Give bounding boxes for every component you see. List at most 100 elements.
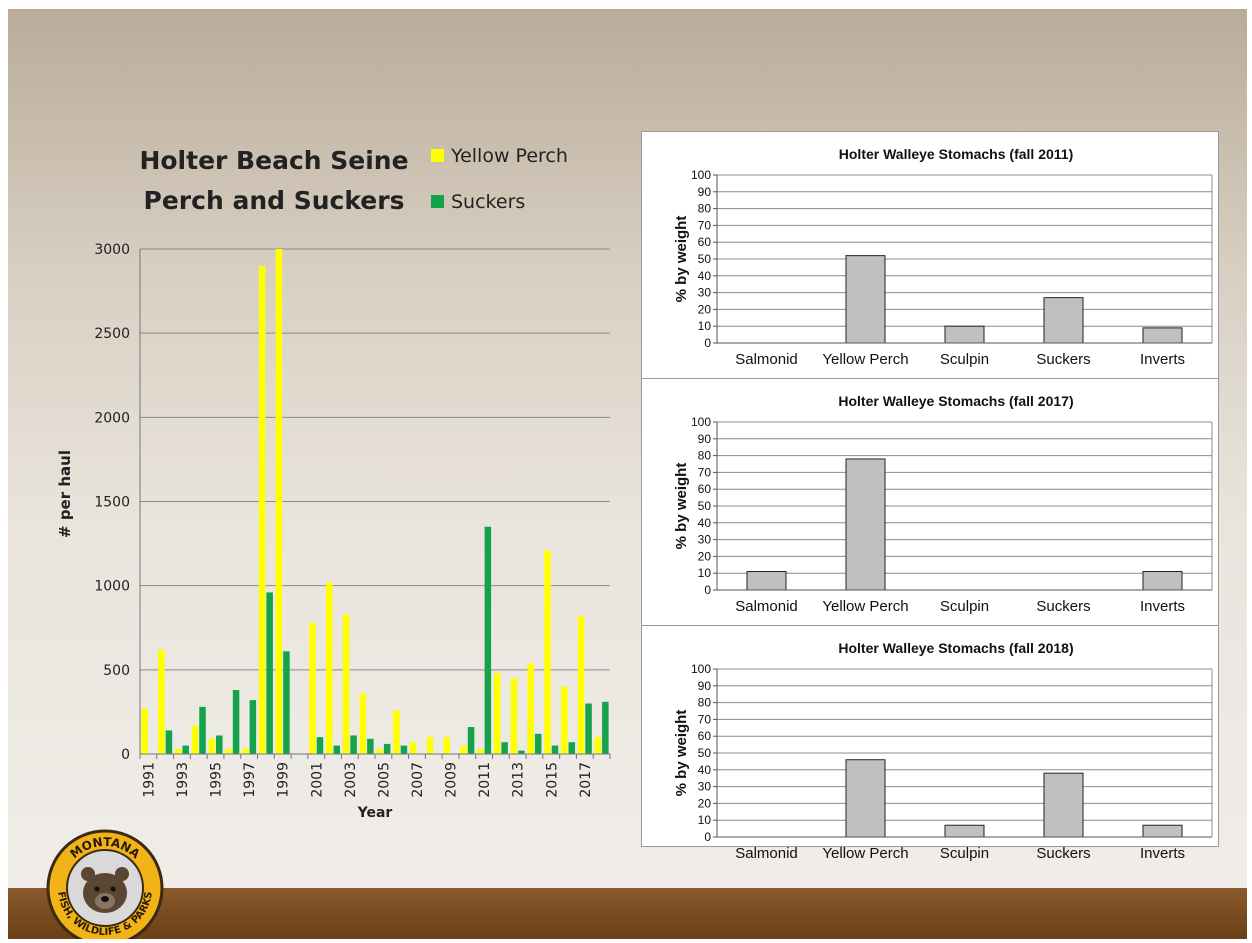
bar [944,824,985,838]
bar-yellow-perch [426,737,434,754]
y-axis-label: % by weight [673,463,690,550]
x-tick-label: 2003 [343,762,359,798]
bar-yellow-perch [510,678,518,754]
legend-label-suckers: Suckers [451,191,525,213]
axes [139,249,611,759]
bars [845,759,1183,838]
y-tick-label: 90 [698,432,712,446]
category-label: Suckers [1036,845,1090,862]
bar-yellow-perch [158,649,165,754]
slide: Holter Beach Seine Perch and Suckers Yel… [8,9,1247,939]
y-tick-label: 40 [698,763,712,777]
y-tick-label: 50 [698,746,712,760]
bar-yellow-perch [191,725,199,754]
x-tick-label: 1997 [242,762,258,798]
stomach-chart-title: Holter Walleye Stomachs (fall 2018) [838,640,1073,656]
bar-yellow-perch [242,748,249,754]
bar-yellow-perch [393,710,400,754]
gridlines [713,421,1212,591]
y-tick-labels: 0 10 20 30 40 50 60 70 80 90 100 [691,168,711,350]
y-tick-label: 100 [691,168,711,182]
y-tick-label: 40 [698,269,712,283]
bar-yellow-perch [477,748,484,754]
x-tick-label: 2009 [444,762,460,798]
bar-suckers [585,703,592,754]
x-tick-label: 2017 [578,762,594,798]
y-tick-label: 70 [698,465,712,479]
bar-suckers [216,735,223,754]
stomach-charts-panel: Holter Walleye Stomachs (fall 2011) 0 10 2… [641,131,1219,862]
stomach-chart-2018-svg: Holter Walleye Stomachs (fall 2018) 0 10 2… [673,640,1213,862]
gridlines [713,174,1212,344]
y-tick-label: 20 [698,302,712,316]
bar-suckers [501,742,508,754]
y-tick-label: 70 [698,218,712,232]
stomach-chart-2011: Holter Walleye Stomachs (fall 2011) 0 10 2… [642,132,1218,378]
bar-suckers [602,701,609,754]
bar [746,571,787,591]
bar-suckers [249,700,257,754]
bar-suckers [551,745,559,754]
x-tick-label: 1991 [141,762,157,798]
bar [845,759,886,838]
x-tick-label: 1999 [276,762,292,798]
bars [141,249,609,754]
bar-yellow-perch [359,693,367,754]
y-tick-label: 60 [698,729,712,743]
category-label: Inverts [1140,598,1185,615]
y-tick-label: 1000 [94,579,130,595]
y-gridlines [140,248,610,671]
bar-yellow-perch [527,663,534,754]
bar-yellow-perch [493,673,501,754]
x-tick-label: 2015 [544,762,560,798]
category-label: Yellow Perch [822,845,908,862]
y-tick-label: 3000 [94,242,130,258]
stomach-chart-2017-svg: Holter Walleye Stomachs (fall 2017) 0 10 2… [673,393,1213,615]
bar-yellow-perch [326,582,333,754]
y-tick-label: 50 [698,252,712,266]
bar [1142,824,1183,838]
bar-suckers [232,690,240,754]
bar-suckers [367,738,374,754]
bar-yellow-perch [258,265,266,754]
category-label: Suckers [1036,351,1090,368]
bar-yellow-perch [544,550,551,754]
x-tick-label: 1995 [209,762,225,798]
y-tick-label: 0 [121,747,130,763]
y-tick-label: 10 [698,319,712,333]
bar-yellow-perch [594,737,602,754]
y-tick-label: 500 [103,663,130,679]
category-label: Salmonid [735,845,798,862]
stomach-chart-2018: Holter Walleye Stomachs (fall 2018) 0 10 2… [642,626,1218,872]
seine-chart: Holter Beach Seine Perch and Suckers Yel… [56,145,611,821]
category-label: Yellow Perch [822,598,908,615]
bar-yellow-perch [275,249,283,754]
axes [716,669,1213,838]
y-tick-label: 70 [698,712,712,726]
panel-divider [642,378,1218,379]
bar-suckers [165,730,173,754]
x-tick-label: 2013 [511,762,527,798]
y-tick-label: 10 [698,813,712,827]
y-tick-label: 0 [704,583,711,597]
y-tick-label: 20 [698,796,712,810]
bar-yellow-perch [460,745,467,754]
y-tick-label: 90 [698,185,712,199]
bars [746,458,1183,591]
category-label: Inverts [1140,845,1185,862]
bar-suckers [199,706,206,754]
x-tick-label: 2011 [477,762,493,798]
category-label: Suckers [1036,598,1090,615]
x-tick-label: 2001 [309,762,325,798]
bar-suckers [350,735,357,754]
category-label: Sculpin [940,845,989,862]
bear-icon [81,867,129,913]
bar-yellow-perch [208,738,216,754]
bar-suckers [383,743,391,754]
bar-yellow-perch [225,748,232,754]
bar-suckers [316,737,324,754]
y-axis-label: % by weight [673,216,690,303]
y-tick-label: 90 [698,679,712,693]
bar-yellow-perch [376,748,383,754]
y-axis-label: # per haul [56,450,74,538]
